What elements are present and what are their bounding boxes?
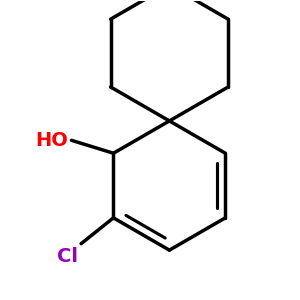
Text: HO: HO <box>35 131 68 150</box>
Text: Cl: Cl <box>57 247 78 266</box>
